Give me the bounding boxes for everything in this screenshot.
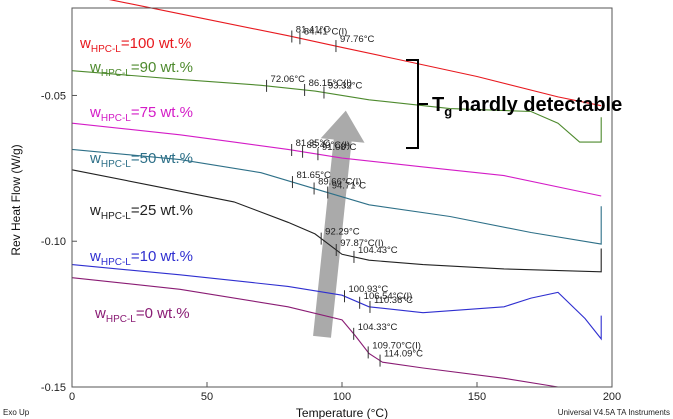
transition-label: 114.09°C xyxy=(384,349,423,360)
series-line-1 xyxy=(71,70,602,143)
transition-label: 97.87°C(I) xyxy=(340,238,383,249)
series-label: wHPC-L=10 wt.% xyxy=(89,248,193,268)
transition-label: 84.41°C(I) xyxy=(304,26,347,37)
x-axis-label: Temperature (°C) xyxy=(296,406,388,419)
transition-label: 97.76°C xyxy=(340,34,375,45)
series-label: wHPC-L=50 wt.% xyxy=(89,150,193,170)
series-line-2 xyxy=(71,122,602,197)
series-line-6 xyxy=(71,277,559,388)
footer-right: Universal V4.5A TA Instruments xyxy=(558,408,670,417)
series-line-4 xyxy=(71,169,602,273)
transition-label: 94.71°C xyxy=(332,181,367,192)
callout-bracket xyxy=(406,59,428,149)
transition-label: 91.08°C xyxy=(322,142,357,153)
x-tick-label: 0 xyxy=(69,391,75,403)
x-tick-label: 50 xyxy=(201,391,213,403)
transition-label: 72.06°C xyxy=(271,74,306,85)
series-line-3 xyxy=(71,148,602,245)
series-label: wHPC-L=100 wt.% xyxy=(79,35,191,55)
series-label: wHPC-L=90 wt.% xyxy=(89,59,193,79)
transition-label: 81.35°C xyxy=(296,138,331,149)
x-tick-label: 200 xyxy=(603,391,621,403)
transition-label: 93.32°C xyxy=(328,81,363,92)
series-line-0 xyxy=(108,0,602,107)
x-tick-label: 100 xyxy=(333,391,351,403)
series-line-5 xyxy=(71,264,602,341)
transition-label: 109.70°C(I) xyxy=(372,340,421,351)
y-tick-label: -0.05 xyxy=(41,90,66,102)
series-label: wHPC-L=25 wt.% xyxy=(89,202,193,222)
y-axis-label: Rev Heat Flow (W/g) xyxy=(9,144,23,255)
transition-label: 110.36°C xyxy=(374,295,413,306)
y-tick-label: -0.15 xyxy=(41,382,66,394)
trend-arrow xyxy=(313,110,365,338)
callout-text: Tg hardly detectable xyxy=(432,94,622,119)
transition-label: 104.33°C xyxy=(358,322,398,333)
transition-label: 100.93°C xyxy=(349,284,389,295)
y-tick-label: -0.10 xyxy=(41,236,66,248)
x-tick-label: 150 xyxy=(468,391,486,403)
transition-label: 104.43°C xyxy=(358,245,398,256)
series-label: wHPC-L=75 wt.% xyxy=(89,104,193,124)
transition-label: 81.41°C xyxy=(296,25,331,36)
transition-label: 85.40°C(I) xyxy=(307,140,350,151)
transition-label: 92.29°C xyxy=(325,227,360,238)
transition-label: 86.15°C(I) xyxy=(309,78,352,89)
transition-label: 81.65°C xyxy=(296,170,331,181)
transition-label: 106.54°C(I) xyxy=(364,291,413,302)
series-label: wHPC-L=0 wt.% xyxy=(94,305,190,325)
transition-label: 89.66°C(I) xyxy=(318,176,361,187)
footer-left: Exo Up xyxy=(3,408,30,417)
